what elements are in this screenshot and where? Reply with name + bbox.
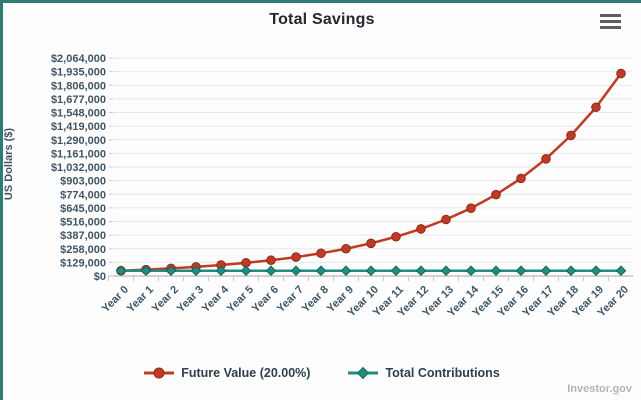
line-diamond-marker-icon (348, 367, 379, 379)
savings-chart: $0 $129,000$258,000 $387,000$516,000 $645,0… (51, 53, 633, 319)
svg-text:Year 1: Year 1 (125, 284, 156, 315)
svg-text:Year 4: Year 4 (200, 283, 232, 315)
hamburger-icon (600, 14, 621, 17)
legend-item-total-contributions[interactable]: Total Contributions (348, 366, 500, 380)
chart-menu-button[interactable] (600, 14, 621, 29)
svg-text:$1,419,000: $1,419,000 (51, 121, 106, 133)
svg-text:$645,000: $645,000 (60, 203, 106, 215)
line-circle-marker-icon (144, 367, 175, 379)
svg-text:$516,000: $516,000 (60, 217, 106, 229)
legend-label-future-value: Future Value (20.00%) (181, 366, 311, 380)
svg-text:$1,290,000: $1,290,000 (51, 135, 106, 147)
svg-text:Year 6: Year 6 (250, 284, 281, 315)
svg-text:$387,000: $387,000 (60, 230, 106, 242)
svg-text:Year 0: Year 0 (100, 284, 131, 315)
svg-text:Year 5: Year 5 (225, 284, 256, 315)
svg-text:$129,000: $129,000 (60, 257, 106, 269)
svg-text:$1,677,000: $1,677,000 (51, 94, 106, 106)
svg-text:$2,064,000: $2,064,000 (51, 53, 106, 65)
svg-text:$1,806,000: $1,806,000 (51, 80, 106, 92)
svg-text:$1,161,000: $1,161,000 (51, 148, 106, 160)
legend-label-total-contributions: Total Contributions (385, 366, 500, 380)
legend-item-future-value[interactable]: Future Value (20.00%) (144, 366, 310, 380)
svg-text:Year 7: Year 7 (275, 284, 306, 315)
svg-text:$0: $0 (94, 271, 106, 283)
svg-text:Year 2: Year 2 (150, 284, 181, 315)
svg-text:$903,000: $903,000 (60, 176, 106, 188)
svg-text:Year 3: Year 3 (175, 284, 206, 315)
watermark: Investor.gov (567, 383, 632, 395)
chart-legend: Future Value (20.00%) Total Contribution… (3, 366, 641, 380)
svg-text:$258,000: $258,000 (60, 244, 106, 256)
svg-text:Year 8: Year 8 (300, 284, 331, 315)
svg-text:$1,032,000: $1,032,000 (51, 162, 106, 174)
svg-text:$774,000: $774,000 (60, 189, 106, 201)
svg-text:$1,548,000: $1,548,000 (51, 108, 106, 120)
chart-title: Total Savings (269, 11, 375, 28)
svg-text:$1,935,000: $1,935,000 (51, 67, 106, 79)
